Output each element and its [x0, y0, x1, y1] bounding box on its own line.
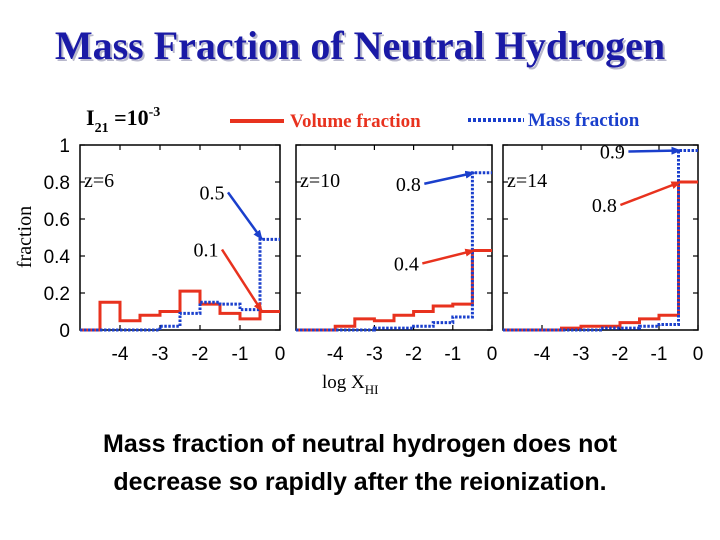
x-tick-label: -2: [192, 344, 209, 365]
x-tick-label: -3: [152, 344, 169, 365]
annotation-arrow: [619, 180, 682, 207]
y-tick-label: 0.2: [44, 284, 70, 305]
caption-line-1: Mass fraction of neutral hydrogen does n…: [103, 430, 617, 458]
annotation-arrow: [424, 170, 476, 185]
x-tick-label: -4: [534, 344, 551, 365]
intensity-label: I21 =10-3: [86, 105, 160, 136]
x-tick-label: -4: [327, 344, 344, 365]
mass-fraction-series: [80, 237, 280, 332]
annotation-arrow: [422, 248, 476, 265]
slide-title: Mass Fraction of Neutral Hydrogen: [54, 23, 666, 68]
panel-redshift-label: z=6: [84, 170, 114, 192]
y-axis-label: fraction: [14, 206, 36, 268]
panel-2: -4 -3 -2 -1 0 z=10 0.8 0.4: [295, 144, 498, 365]
panel-3: -4 -3 -2 -1 0 z=14 0.9 0.8: [502, 142, 704, 365]
volume-fraction-series: [80, 289, 280, 332]
mass-fraction-series: [503, 149, 698, 332]
annotation-label: 0.5: [200, 182, 225, 204]
x-tick-label: -2: [612, 344, 629, 365]
caption-line-2: decrease so rapidly after the reionizati…: [113, 468, 607, 496]
annotation-arrow: [628, 146, 682, 155]
panel-redshift-label: z=14: [507, 170, 547, 192]
x-tick-label: -1: [651, 344, 668, 365]
annotation-label: 0.1: [194, 240, 219, 262]
x-tick-label: -2: [405, 344, 422, 365]
x-tick-label: -1: [232, 344, 249, 365]
x-axis-label: log XHI: [322, 372, 378, 397]
panel-frame: [79, 144, 281, 331]
y-tick-label: 0.6: [44, 210, 70, 231]
x-tick-label: 0: [693, 344, 704, 365]
x-tick-label: -1: [444, 344, 461, 365]
annotation-label: 0.8: [396, 174, 421, 196]
mass-fraction-series: [296, 171, 492, 332]
y-tick-label: 1: [59, 136, 70, 157]
annotation-label: 0.4: [394, 253, 419, 275]
histogram-figure: I21 =10-3 Volume fraction Mass fraction fra…: [14, 105, 704, 397]
annotation-arrow: [220, 248, 264, 313]
x-tick-label: 0: [275, 344, 286, 365]
panel-1: 0 0.2 0.4 0.6 0.8 1 -4 -3 -2 -1 0 z=6 0.5 0.1: [44, 136, 286, 365]
y-tick-label: 0.4: [44, 247, 71, 268]
slide-caption: Mass fraction of neutral hydrogen does n…: [0, 425, 720, 501]
volume-fraction-series: [296, 248, 492, 332]
annotation-arrow: [226, 191, 264, 241]
y-tick-label: 0.8: [44, 173, 70, 194]
panel-frame: [295, 144, 493, 331]
x-tick-label: -4: [112, 344, 129, 365]
legend-volume-label: Volume fraction: [290, 111, 421, 132]
x-tick-label: -3: [573, 344, 590, 365]
annotation-label: 0.8: [592, 195, 617, 217]
legend-mass-label: Mass fraction: [528, 110, 640, 131]
y-tick-label: 0: [59, 321, 70, 342]
annotation-label: 0.9: [600, 142, 625, 164]
panel-redshift-label: z=10: [300, 170, 340, 192]
x-tick-label: 0: [487, 344, 498, 365]
x-tick-label: -3: [366, 344, 383, 365]
